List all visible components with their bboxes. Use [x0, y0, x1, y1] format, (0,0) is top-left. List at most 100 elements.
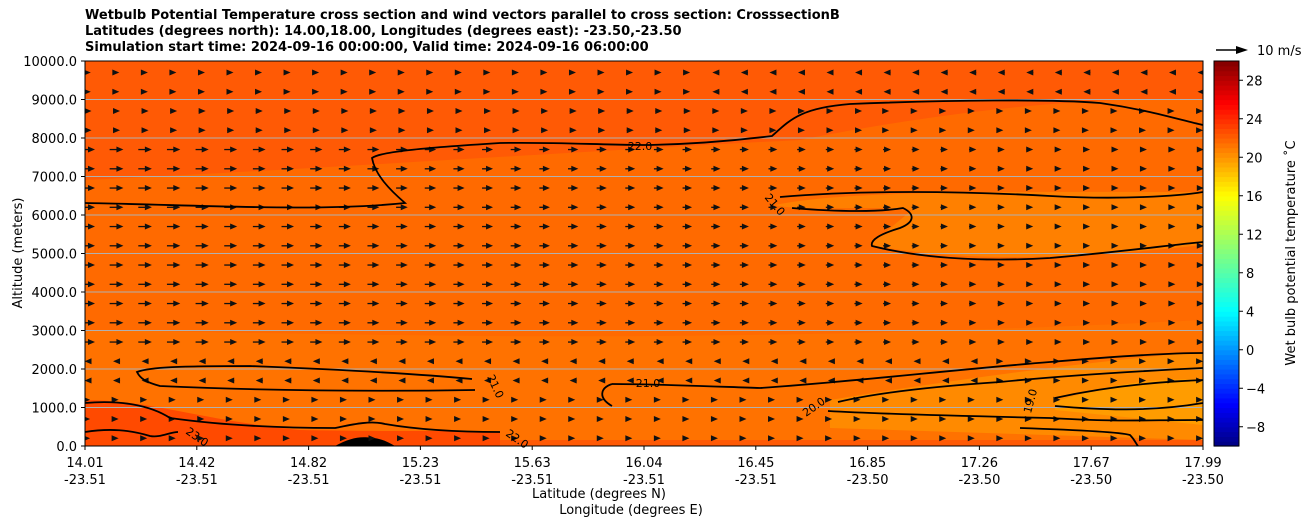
- wind-vector-head: [372, 185, 380, 192]
- wind-vector-head: [398, 358, 406, 365]
- colorbar-band: [1214, 426, 1239, 433]
- x-tick-label-lon: -23.50: [1182, 473, 1224, 488]
- wind-vector-head: [882, 396, 890, 403]
- wind-vector-head: [1111, 339, 1119, 346]
- wind-vector-head: [315, 281, 323, 288]
- wind-vector-head: [798, 185, 806, 192]
- wind-vector-head: [144, 300, 152, 307]
- wind-vector-head: [372, 319, 380, 326]
- wind-vector-head: [656, 165, 664, 172]
- colorbar-band: [1214, 393, 1239, 399]
- wind-vector-head: [827, 223, 835, 230]
- wind-vector-head: [400, 185, 408, 192]
- wind-vector-head: [198, 358, 206, 365]
- wind-vector-head: [258, 339, 266, 346]
- wind-vector-head: [884, 377, 892, 384]
- wind-vector-head: [341, 127, 349, 134]
- wind-vector-head: [656, 262, 664, 269]
- x-axis-ticks: 14.01 -23.51 14.42 -23.51 14.82 -23.51 15.23 -2…: [64, 446, 1224, 488]
- wind-vector-head: [283, 69, 291, 76]
- wind-vector-head: [112, 69, 120, 76]
- wind-vector-head: [599, 204, 607, 211]
- wind-vector-head: [512, 108, 520, 115]
- wind-vector-head: [372, 146, 380, 153]
- fill-band-lowlevel-warm: [85, 400, 500, 446]
- colorbar-band: [1214, 104, 1239, 110]
- wind-vector-head: [372, 339, 380, 346]
- wind-vector-head: [173, 146, 181, 153]
- wind-vector-head: [656, 185, 664, 192]
- wind-vector-head: [369, 108, 377, 115]
- wind-vector-head: [197, 396, 205, 403]
- wind-vector-head: [1024, 435, 1032, 442]
- wind-vector-head: [741, 262, 749, 269]
- wind-vector-head: [457, 281, 465, 288]
- wind-vector-head: [1024, 396, 1032, 403]
- wind-vector-head: [1167, 127, 1175, 134]
- wind-vector-head: [940, 319, 948, 326]
- wind-vector-head: [173, 223, 181, 230]
- wind-vector-head: [1110, 108, 1118, 115]
- colorbar-band: [1214, 383, 1239, 389]
- wind-vector-head: [827, 165, 835, 172]
- wind-vector-head: [1054, 146, 1062, 153]
- colorbar-band: [1214, 316, 1239, 322]
- chart-title-line-2: Latitudes (degrees north): 14.00,18.00, …: [85, 24, 682, 39]
- wind-vector-head: [882, 127, 890, 134]
- x-tick-label-lat: 14.01: [66, 456, 103, 471]
- wind-vector-head: [599, 262, 607, 269]
- wind-vector-head: [1111, 319, 1119, 326]
- wind-vector-head: [140, 416, 148, 423]
- wind-vector-head: [230, 223, 238, 230]
- wind-vector-head: [912, 204, 920, 211]
- wind-vector-head: [198, 127, 206, 134]
- wind-vector-head: [939, 127, 947, 134]
- wind-vector-head: [400, 204, 408, 211]
- wind-vector-head: [1139, 146, 1147, 153]
- wind-vector-head: [1024, 108, 1032, 115]
- wind-vector-head: [713, 185, 721, 192]
- wind-vector-head: [369, 377, 377, 384]
- wind-vector-head: [116, 262, 124, 269]
- wind-vector-head: [454, 69, 462, 76]
- wind-vector-head: [1196, 319, 1203, 326]
- wind-vector-head: [996, 108, 1004, 115]
- wind-vector-head: [511, 88, 519, 95]
- wind-vector-head: [770, 300, 778, 307]
- wind-vector-head: [85, 377, 92, 384]
- wind-vector-head: [969, 242, 977, 249]
- wind-vector-head: [227, 108, 235, 115]
- wind-vector-head: [826, 127, 834, 134]
- wind-vector-head: [140, 88, 148, 95]
- wind-vector-head: [282, 396, 290, 403]
- x-tick-label-lat: 17.67: [1073, 456, 1110, 471]
- wind-vector-head: [1139, 223, 1147, 230]
- wind-vector-head: [542, 223, 550, 230]
- colorbar-band: [1214, 186, 1239, 192]
- wind-vector-head: [454, 435, 462, 442]
- wind-vector-head: [343, 185, 351, 192]
- wind-vector-head: [341, 358, 349, 365]
- wind-vector-head: [397, 69, 405, 76]
- wind-vector-head: [796, 396, 804, 403]
- wind-vector-head: [400, 262, 408, 269]
- wind-vector-head: [1139, 396, 1147, 403]
- wind-vector-head: [254, 435, 262, 442]
- wind-vector-head: [457, 185, 465, 192]
- wind-vector-head: [683, 69, 691, 76]
- wind-vector-head: [596, 396, 604, 403]
- wind-vector-head: [625, 416, 633, 423]
- contour-20: [837, 367, 1203, 403]
- wind-vector-head: [1139, 435, 1147, 442]
- wind-vector-head: [284, 377, 292, 384]
- x-tick-label-lat: 17.26: [961, 456, 998, 471]
- wind-vector-head: [655, 108, 663, 115]
- wind-vector-head: [140, 396, 148, 403]
- wind-vector-head: [1083, 223, 1091, 230]
- wind-vector-head: [739, 396, 747, 403]
- wind-vector-head: [969, 223, 977, 230]
- wind-vector-head: [939, 396, 947, 403]
- wind-vector-head: [258, 319, 266, 326]
- colorbar-band: [1214, 402, 1239, 409]
- wind-vector-head: [853, 435, 861, 442]
